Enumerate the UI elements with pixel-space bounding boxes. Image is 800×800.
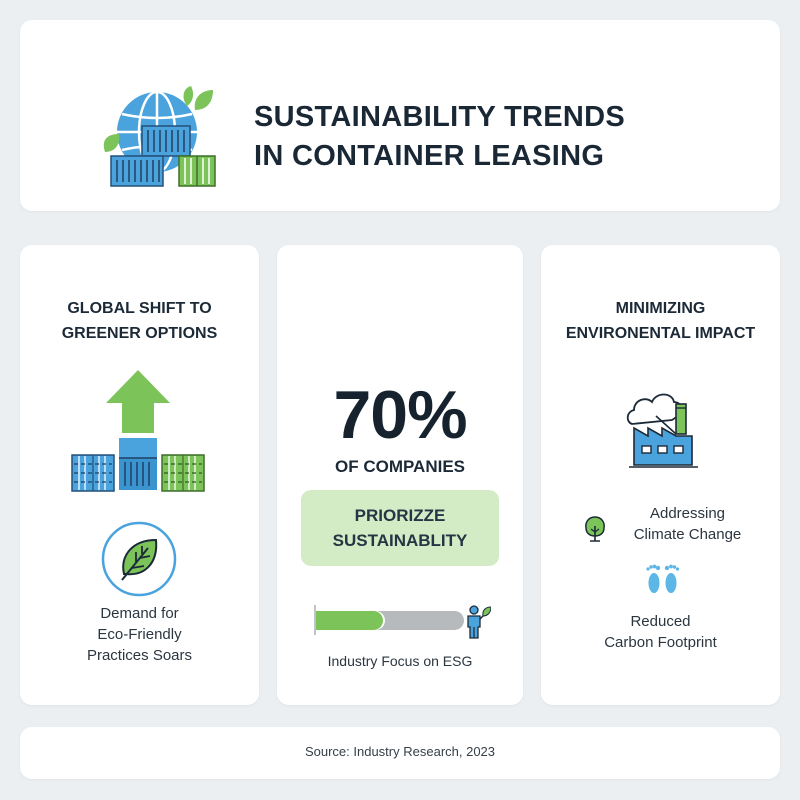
caption-line: Eco-Friendly: [97, 626, 182, 643]
card-heading: GLOBAL SHIFT TO GREENER OPTIONS: [20, 296, 259, 346]
esg-progress-bar: [314, 605, 494, 641]
person-with-leaf-icon: [465, 605, 491, 639]
item-line: Reduced: [630, 613, 691, 630]
highlight-line: PRIORIZZE: [354, 506, 446, 525]
climate-change-text: Addressing Climate Change: [595, 503, 780, 545]
title-line-2: IN CONTAINER LEASING: [254, 140, 605, 172]
progress-label: Industry Focus on ESG: [327, 653, 473, 669]
title-line-1: SUSTAINABILITY TRENDS: [254, 101, 625, 133]
card-global-shift: GLOBAL SHIFT TO GREENER OPTIONS: [20, 245, 259, 705]
highlight-box: PRIORIZZE SUSTAINABLITY: [301, 490, 499, 566]
heading-line: GLOBAL SHIFT TO: [67, 300, 212, 317]
page-title: SUSTAINABILITY TRENDS IN CONTAINER LEASI…: [254, 98, 625, 176]
card-environmental-impact: MINIMIZING ENVIRONENTAL IMPACT Addressin…: [541, 245, 780, 705]
item-line: Climate Change: [633, 526, 742, 543]
caption-line: Practices Soars: [86, 647, 193, 664]
source-note: Source: Industry Research, 2023: [304, 744, 496, 759]
item-line: Carbon Footprint: [604, 634, 717, 651]
carbon-footprint-text: Reduced Carbon Footprint: [541, 611, 780, 653]
caption-line: Demand for: [100, 605, 179, 622]
globe-with-containers-and-leaves-icon: [95, 80, 220, 190]
progress-track: [316, 611, 464, 630]
heading-line: GREENER OPTIONS: [61, 325, 218, 342]
factory-with-cloud-icon: [626, 390, 706, 470]
green-arrow-up-over-containers-icon: [70, 370, 210, 492]
highlight-line: SUSTAINABLITY: [332, 531, 468, 550]
progress-axis: [314, 605, 316, 635]
card-stat: 70% OF COMPANIES PRIORIZZE SUSTAINABLITY…: [277, 245, 523, 705]
heading-line: MINIMIZING: [615, 300, 706, 317]
stat-value: 70%: [333, 377, 467, 453]
footer-card: Source: Industry Research, 2023: [20, 727, 780, 779]
footprints-icon: [645, 563, 681, 599]
card-heading: MINIMIZING ENVIRONENTAL IMPACT: [541, 296, 780, 346]
item-line: Addressing: [649, 505, 726, 522]
tree-icon: [584, 515, 606, 543]
header-card: SUSTAINABILITY TRENDS IN CONTAINER LEASI…: [20, 20, 780, 211]
progress-fill: [316, 611, 383, 630]
card-caption: Demand for Eco-Friendly Practices Soars: [20, 603, 259, 666]
leaf-circle-icon: [100, 520, 178, 598]
stat-subject: OF COMPANIES: [334, 457, 466, 476]
heading-line: ENVIRONENTAL IMPACT: [565, 325, 756, 342]
